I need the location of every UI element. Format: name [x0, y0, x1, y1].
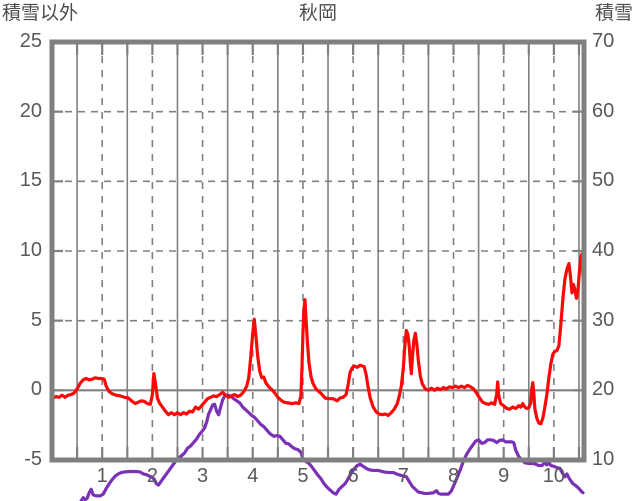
y-left-tick-label: 0	[30, 378, 42, 401]
y-left-tick-label: 15	[19, 169, 42, 192]
y-left-tick-label: 10	[19, 239, 42, 261]
y-left-tick-label: 20	[19, 99, 42, 122]
y-right-tick-label: 20	[592, 378, 615, 401]
x-tick-label: 7	[397, 465, 409, 487]
x-tick-label: 1	[96, 465, 108, 487]
y-left-tick-label: 25	[19, 30, 42, 52]
x-tick-label: 9	[498, 465, 510, 487]
x-tick-label: 3	[197, 465, 209, 487]
x-tick-label: 8	[447, 465, 460, 487]
y-right-tick-label: 60	[592, 99, 615, 122]
y-right-tick-label: 40	[592, 239, 615, 261]
plot-frame	[49, 39, 587, 463]
x-tick-label: 4	[247, 465, 259, 487]
y-right-tick-label: 50	[592, 169, 615, 192]
data-series-layer	[51, 252, 585, 501]
left-axis-title: 積雪以外	[2, 3, 79, 24]
axis-ticks	[54, 44, 582, 458]
x-tick-label: 2	[146, 465, 158, 487]
y-right-tick-label: 10	[592, 448, 615, 470]
plot-border	[49, 39, 587, 463]
y-left-tick-label: -5	[24, 448, 42, 470]
x-tick-label: 5	[297, 465, 309, 487]
x-tick-label: 10	[542, 465, 565, 487]
chart-title: 秋岡	[298, 3, 337, 24]
y-left-tick-label: 5	[30, 308, 42, 331]
right-axis-title: 積雪	[594, 3, 633, 24]
y-right-tick-label: 70	[592, 30, 615, 52]
series-line-積雪以外	[51, 252, 585, 426]
y-right-tick-label: 30	[592, 308, 615, 331]
x-tick-label: 6	[347, 465, 359, 487]
gridlines	[52, 42, 584, 460]
